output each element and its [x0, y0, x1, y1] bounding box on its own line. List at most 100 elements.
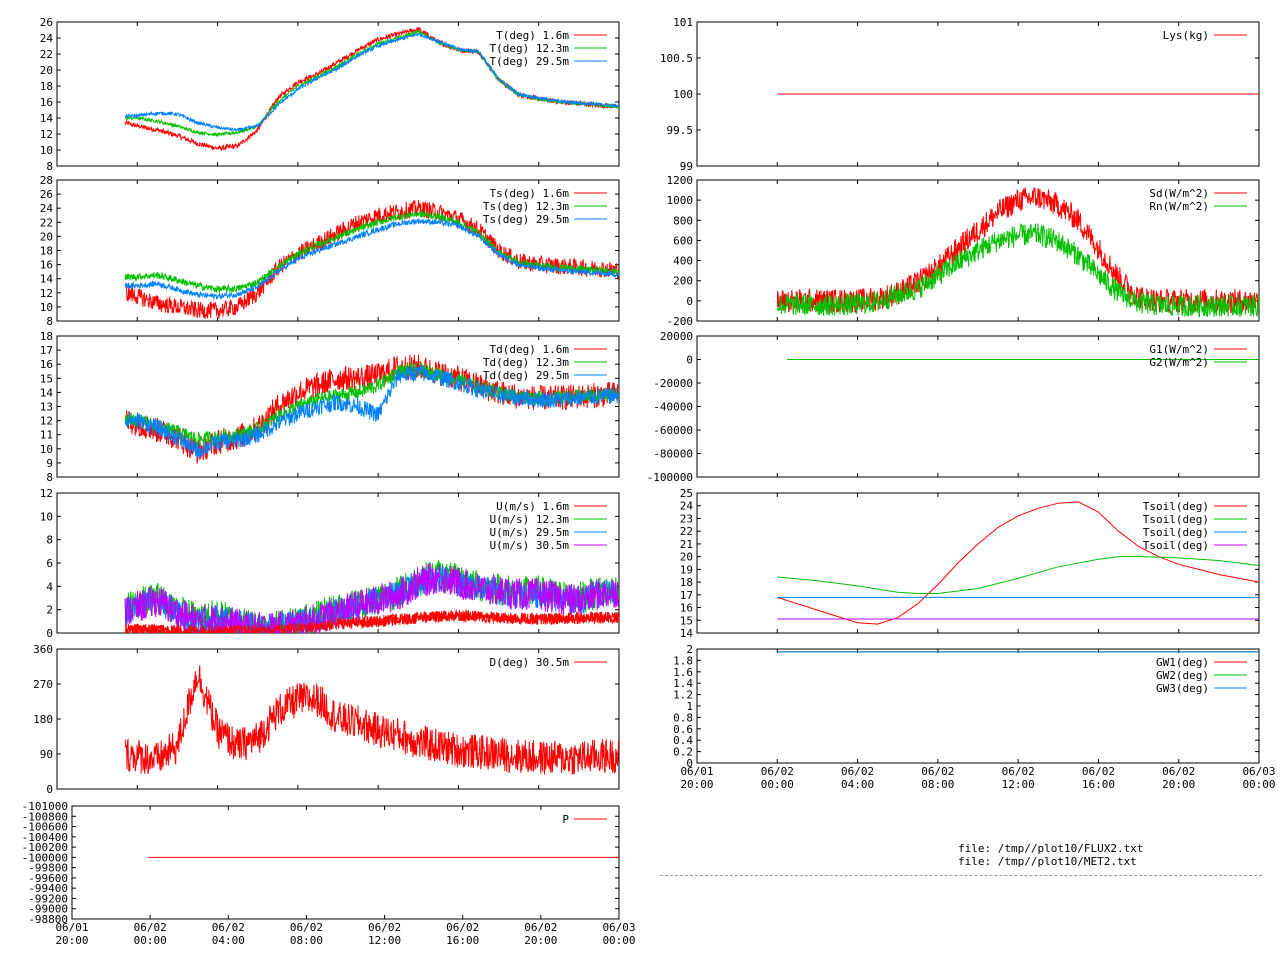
y-tick-label: 20: [680, 551, 693, 564]
y-tick-label: 9: [46, 457, 53, 470]
x-tick-label: 08:00: [921, 778, 954, 791]
chart-temp: 8 10 12 14 16 18 20 22 24 26 T(deg) 1.6mT(deg) 12.…: [40, 16, 620, 173]
chart-lys: 99 99.5 100 100.5 101 Lys(kg): [660, 16, 1260, 173]
y-tick-label: 12: [40, 287, 53, 300]
y-tick-label: 14: [40, 386, 54, 399]
chart-dir: 0 90 180 270 360 D(deg) 30.5m: [33, 643, 620, 796]
y-tick-label: -40000: [653, 401, 693, 414]
y-tick-label: -100200: [22, 841, 68, 854]
y-tick-label: 16: [40, 259, 53, 272]
legend-label: Tsoil(deg): [1143, 500, 1209, 513]
legend-label: U(m/s) 1.6m: [496, 500, 569, 513]
x-tick-label: 20:00: [524, 934, 557, 947]
y-tick-label: 17: [680, 589, 693, 602]
y-tick-label: 14: [680, 627, 694, 640]
chart-tsoil: 141516171819202122232425Tsoil(deg)Tsoil(…: [680, 487, 1260, 640]
y-tick-label: 13: [40, 401, 53, 414]
y-tick-label: -99400: [28, 882, 68, 895]
y-tick-label: 8: [46, 471, 53, 484]
y-tick-label: -60000: [653, 424, 693, 437]
y-tick-label: 0: [686, 295, 693, 308]
y-tick-label: 99.5: [667, 124, 694, 137]
series-line: [124, 609, 619, 633]
chart-rad: -200 0 200 400 600 800 1000 1200 Sd(W/m^2)Rn(W/m…: [667, 174, 1260, 328]
legend-label: GW3(deg): [1156, 682, 1209, 695]
y-tick-label: 24: [40, 32, 54, 45]
y-tick-label: 26: [40, 188, 53, 201]
y-tick-label: 24: [680, 500, 694, 513]
x-tick-label: 12:00: [368, 934, 401, 947]
y-tick-label: 2: [46, 604, 53, 617]
y-tick-label: 16: [680, 602, 693, 615]
y-tick-label: -100800: [22, 810, 68, 823]
series-line: [124, 32, 619, 133]
series-line: [124, 563, 619, 633]
series-line: [777, 556, 1259, 594]
x-tick-label: 00:00: [134, 934, 167, 947]
series-line: [124, 665, 619, 775]
y-tick-label: 12: [40, 487, 53, 500]
legend-label: Ts(deg) 29.5m: [483, 213, 569, 226]
y-tick-label: -100000: [22, 851, 68, 864]
chart-pres: -101000-100800-100600-100400-100200-1000…: [22, 800, 636, 947]
y-tick-label: 0: [686, 354, 693, 367]
file-list: file: /tmp//plot10/FLUX2.txt file: /tmp//…: [958, 842, 1143, 868]
y-tick-label: 15: [680, 614, 693, 627]
x-tick-label: 06/02: [368, 921, 401, 934]
y-tick-label: 4: [46, 580, 53, 593]
y-tick-label: 12: [40, 128, 53, 141]
y-tick-label: 180: [33, 713, 53, 726]
x-tick-label: 16:00: [446, 934, 479, 947]
y-tick-label: 22: [40, 216, 53, 229]
legend-label: Ts(deg) 1.6m: [490, 187, 570, 200]
y-tick-label: 360: [33, 643, 53, 656]
series-line: [124, 609, 619, 633]
legend-label: Tsoil(deg): [1143, 526, 1209, 539]
series-line: [124, 218, 619, 301]
file-label-flux: file: /tmp//plot10/FLUX2.txt: [958, 842, 1144, 855]
y-tick-label: -100000: [647, 471, 693, 484]
y-tick-label: 25: [680, 487, 693, 500]
y-tick-label: 22: [40, 48, 53, 61]
y-tick-label: 10: [40, 443, 53, 456]
x-tick-label: 08:00: [290, 934, 323, 947]
x-tick-label: 00:00: [761, 778, 794, 791]
y-tick-label: 16: [40, 358, 53, 371]
x-tick-label: 06/02: [1162, 765, 1195, 778]
chart-ground: -100000 -80000 -60000 -40000 -20000 0 20000 G1(…: [647, 330, 1260, 484]
x-tick-label: 06/01: [680, 765, 713, 778]
y-tick-label: 6: [46, 557, 53, 570]
y-tick-label: 8: [46, 534, 53, 547]
y-tick-label: 101: [673, 16, 693, 29]
legend-label: G1(W/m^2): [1149, 343, 1209, 356]
y-tick-label: 11: [40, 429, 53, 442]
legend-label: U(m/s) 30.5m: [490, 539, 570, 552]
plot-frame: [56, 21, 620, 167]
y-tick-label: 800: [673, 214, 693, 227]
plot-frame: [71, 805, 620, 920]
y-tick-label: -99600: [28, 872, 68, 885]
y-tick-label: 18: [40, 80, 53, 93]
y-tick-label: 400: [673, 255, 693, 268]
x-tick-label: 06/02: [134, 921, 167, 934]
x-tick-label: 06/03: [602, 921, 635, 934]
y-tick-label: 18: [40, 330, 53, 343]
y-tick-label: 1.8: [673, 654, 693, 667]
x-tick-label: 06/02: [446, 921, 479, 934]
x-tick-label: 00:00: [602, 934, 635, 947]
y-tick-label: 23: [680, 512, 693, 525]
y-tick-label: 99: [680, 160, 693, 173]
x-tick-label: 06/02: [841, 765, 874, 778]
y-tick-label: 10: [40, 144, 53, 157]
legend-label: GW1(deg): [1156, 656, 1209, 669]
y-tick-label: -80000: [653, 448, 693, 461]
legend-label: D(deg) 30.5m: [490, 656, 570, 669]
y-tick-label: 10: [40, 510, 53, 523]
y-tick-label: -200: [667, 315, 694, 328]
y-tick-label: 16: [40, 96, 53, 109]
x-tick-label: 16:00: [1082, 778, 1115, 791]
y-tick-label: 1000: [667, 194, 694, 207]
legend-label: T(deg) 29.5m: [490, 55, 570, 68]
